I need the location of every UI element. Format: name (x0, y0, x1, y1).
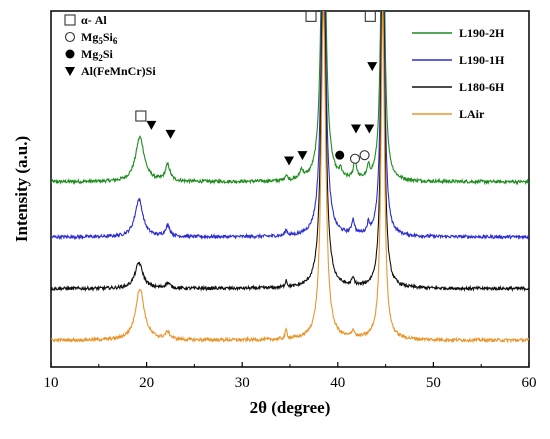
x-tick-label: 60 (522, 375, 537, 391)
annotation-open-square (135, 110, 147, 122)
x-axis-title: 2θ (degree) (250, 398, 331, 417)
x-tick-label: 50 (426, 375, 441, 391)
series-line-l180-6h (51, 11, 529, 293)
series-line-l190-2h (51, 11, 529, 186)
x-tick-label: 30 (235, 375, 250, 391)
annotation-filled-triangle (367, 62, 378, 72)
phase-legend-label: Mg2Si (81, 47, 114, 63)
series-layer (51, 11, 529, 344)
annotation-filled-triangle (165, 129, 176, 139)
x-axis-ticks: 10 20 30 40 50 60 (44, 362, 537, 391)
annotation-open-circle (349, 153, 361, 164)
annotation-filled-triangle (364, 124, 375, 134)
x-tick-label: 20 (139, 375, 154, 391)
peak-annotations (135, 10, 378, 166)
series-line-lair (51, 11, 529, 344)
phase-legend-symbol-filled-circle (65, 49, 75, 59)
annotation-filled-triangle (284, 156, 295, 166)
series-legend-label: LAir (459, 107, 485, 121)
phase-legend-symbol-filled-triangle (65, 67, 75, 76)
series-legend-label: L190-2H (459, 26, 505, 40)
series-line-l190-1h (51, 11, 529, 241)
phase-legend-label: Al(FeMnCr)Si (81, 64, 156, 78)
y-axis-title: Intensity (a.u.) (12, 136, 31, 242)
phase-legend-label: α- Al (81, 13, 107, 27)
annotation-filled-circle (335, 150, 345, 160)
series-legend-label: L180-6H (459, 80, 505, 94)
annotation-filled-triangle (297, 151, 308, 161)
annotation-filled-triangle (146, 120, 157, 130)
series-legend: L190-2H L190-1H L180-6H LAir (412, 26, 505, 121)
phase-legend-symbol-open-circle (64, 31, 76, 43)
annotation-open-circle (359, 150, 370, 161)
phase-legend-label: Mg5Si6 (81, 30, 118, 46)
phase-legend-symbol-open-square (64, 14, 76, 26)
annotation-filled-triangle (350, 124, 361, 134)
x-tick-label: 10 (44, 375, 59, 391)
annotation-open-square (364, 10, 376, 22)
x-tick-label: 40 (330, 375, 345, 391)
annotation-open-square (305, 10, 317, 22)
series-legend-label: L190-1H (459, 53, 505, 67)
